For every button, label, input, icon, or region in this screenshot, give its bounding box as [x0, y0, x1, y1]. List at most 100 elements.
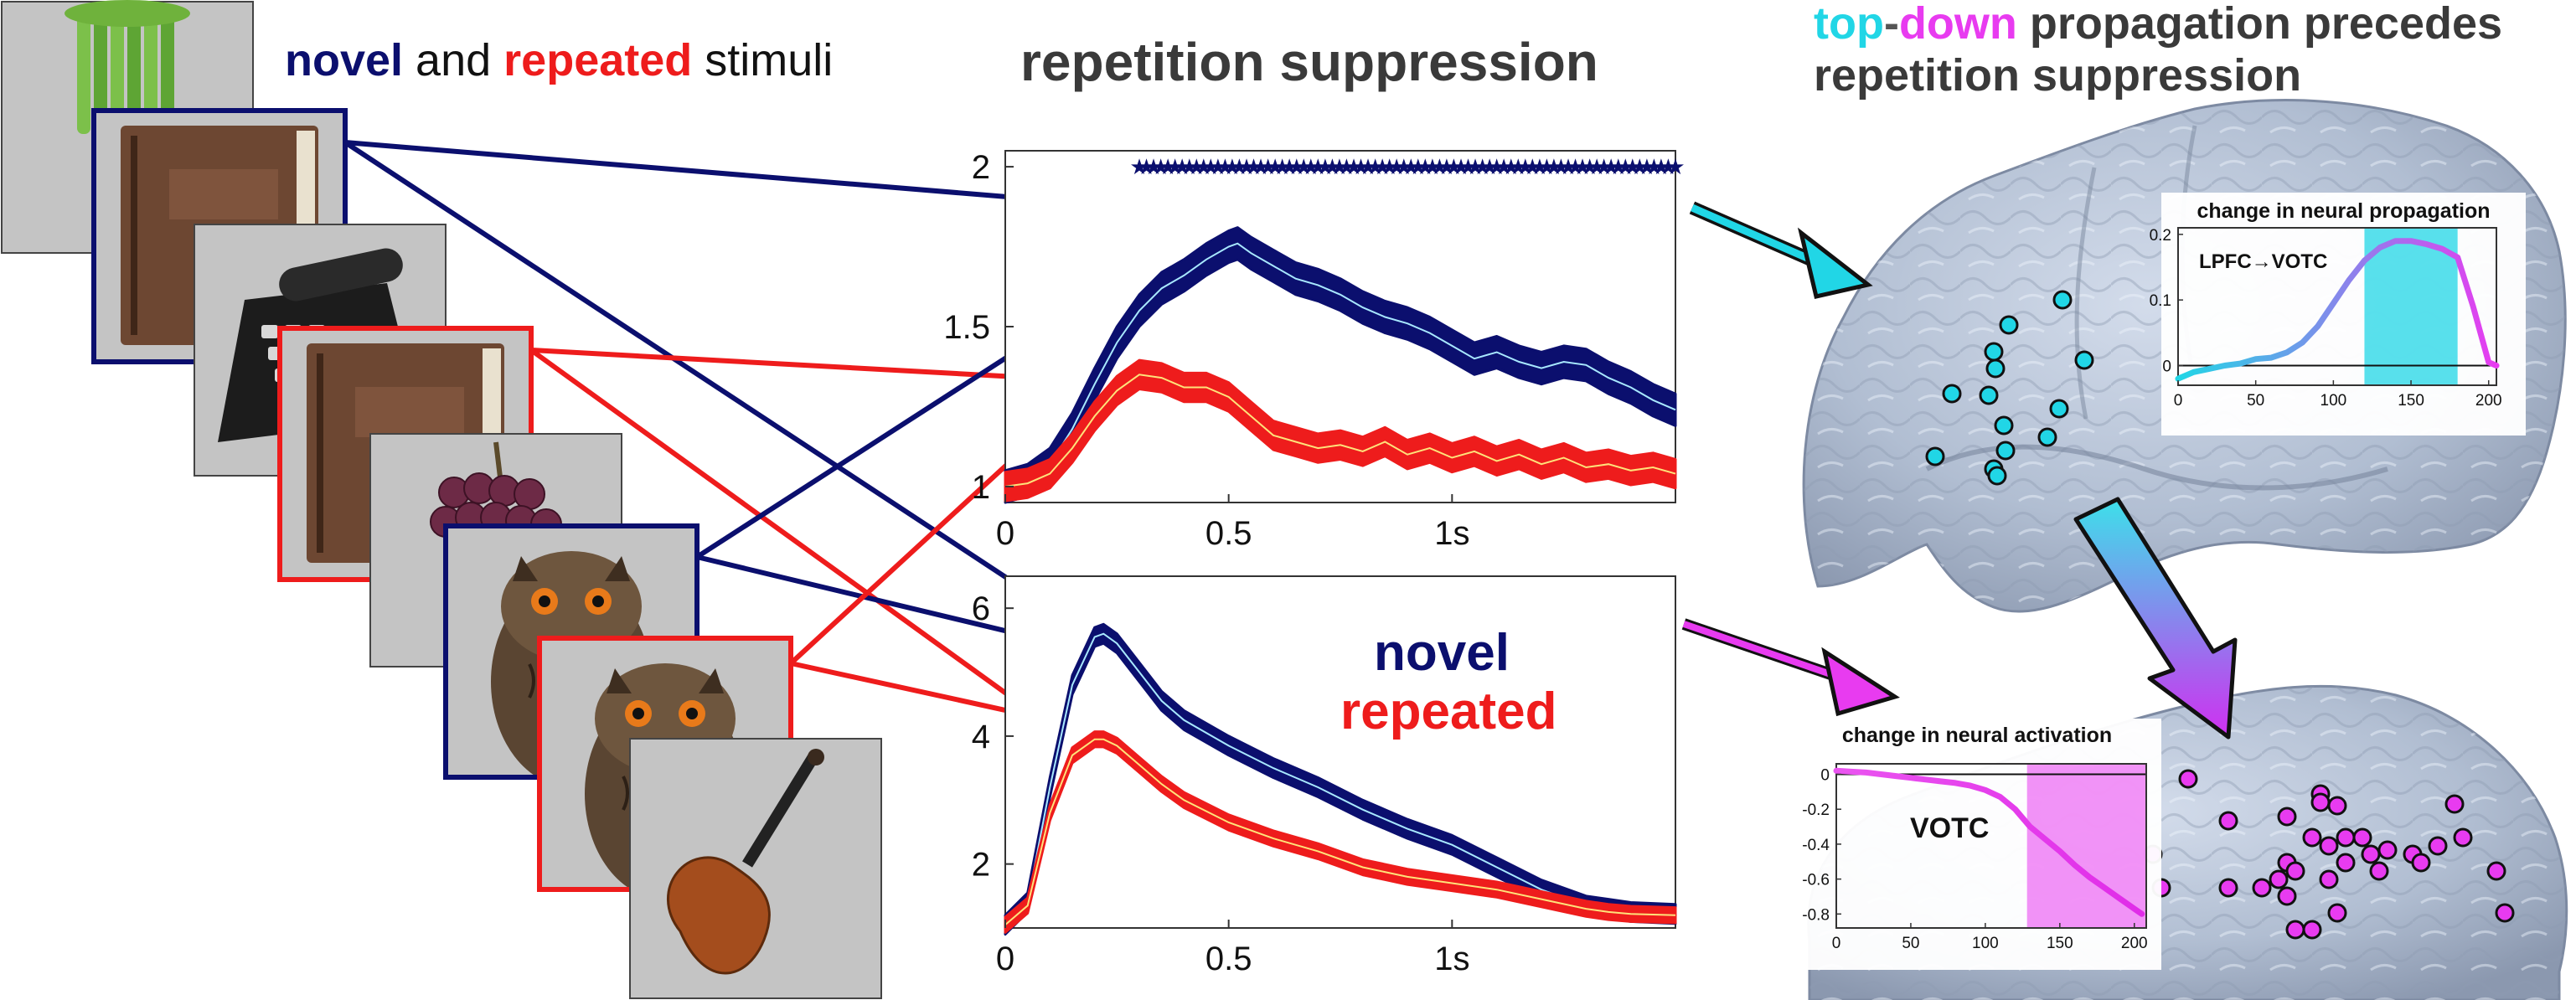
significance-star: ★: [1201, 155, 1221, 180]
phone-key: [261, 325, 278, 338]
book-spine: [317, 353, 323, 553]
significance-star: ★: [1408, 155, 1427, 180]
significance-star: ★: [1216, 155, 1235, 180]
significance-star: ★: [1544, 155, 1563, 180]
significance-star: ★: [1309, 155, 1328, 180]
stimuli-title-repeated: repeated: [503, 35, 692, 85]
book-label: [355, 387, 464, 437]
inset-title: change in neural activation: [1842, 724, 2112, 747]
significance-star: ★: [1265, 155, 1284, 180]
celery-stalk: [144, 8, 157, 134]
td-title-line1: top-down propagation precedes: [1814, 0, 2502, 49]
inset-y-tick-label: 0: [1820, 767, 1830, 785]
x-tick-label: 0.5: [1205, 941, 1252, 977]
owl-pupil: [592, 595, 604, 607]
electrode-votc: [2269, 869, 2289, 889]
inset-y-tick-label: -0.4: [1802, 837, 1830, 854]
significance-star: ★: [1487, 155, 1506, 180]
electrode-lpfc: [1985, 358, 2006, 379]
electrode-votc: [2285, 861, 2305, 881]
electrode-lpfc: [1984, 342, 2004, 362]
inset-x-tick-label: 150: [2047, 935, 2073, 952]
inset-x-tick-label: 50: [2247, 392, 2264, 410]
stimuli-title: novel and repeated stimuli: [285, 35, 833, 85]
inset-x-tick-label: 100: [1972, 935, 1999, 952]
significance-star: ★: [1422, 155, 1442, 180]
significance-star: ★: [1566, 155, 1585, 180]
electrode-votc: [2310, 792, 2331, 812]
arrow-lpfc-to-votc: [2073, 497, 2238, 740]
electrode-votc: [2178, 769, 2198, 789]
significance-star: ★: [1530, 155, 1549, 180]
significance-star: ★: [1151, 155, 1170, 180]
significance-star: ★: [1523, 155, 1542, 180]
electrode-lpfc: [1925, 446, 1945, 466]
violin-neck: [742, 752, 819, 868]
significance-star: ★: [1380, 155, 1399, 180]
electrode-votc: [2319, 836, 2339, 856]
electrode-votc: [2327, 796, 2347, 816]
electrode-lpfc: [1979, 385, 1999, 405]
inset-curve: [2175, 238, 2500, 382]
celery-stalk: [111, 8, 124, 134]
inset-x-tick-label: 0: [1832, 935, 1841, 952]
significance-star: ★: [1230, 155, 1249, 180]
inset-y-tick-label: -0.2: [1802, 802, 1830, 819]
significance-star: ★: [1208, 155, 1227, 180]
y-tick-label: 6: [972, 590, 990, 627]
legend-repeated: repeated: [1340, 683, 1556, 740]
significance-star: ★: [1402, 155, 1421, 180]
book-spine: [131, 136, 137, 335]
owl-ear-tufts: [513, 556, 630, 581]
electrode-votc: [2277, 807, 2297, 827]
x-tick-label: 0: [996, 515, 1014, 552]
electrode-votc: [2319, 869, 2339, 889]
significance-star: ★: [1137, 155, 1156, 180]
significance-star: ★: [1365, 155, 1385, 180]
significance-star: ★: [1608, 155, 1628, 180]
significance-star: ★: [1558, 155, 1577, 180]
significance-star: ★: [1258, 155, 1278, 180]
stimuli-title-novel: novel: [285, 35, 403, 85]
electrode-lpfc: [2074, 350, 2094, 370]
td-title-dash: -: [1884, 0, 1899, 49]
significance-star: ★: [1623, 155, 1642, 180]
td-title-line2: repetition suppression: [1814, 50, 2301, 101]
significance-star: ★: [1473, 155, 1492, 180]
x-tick-label: 0.5: [1205, 515, 1252, 552]
inset-x-tick-label: 100: [2320, 392, 2347, 410]
significance-star: ★: [1659, 155, 1678, 180]
significance-star: ★: [1165, 155, 1185, 180]
significance-star: ★: [1537, 155, 1556, 180]
inset-frame: [1835, 763, 2147, 929]
significance-star: ★: [1387, 155, 1407, 180]
electrode-votc: [2453, 827, 2473, 848]
significance-star: ★: [1587, 155, 1606, 180]
electrode-votc: [2444, 794, 2465, 814]
activation-inset: change in neural activation 0 50 100 150 200 0…: [1793, 719, 2161, 970]
significance-star: ★: [1594, 155, 1613, 180]
owl-pupil: [632, 708, 644, 719]
stimulus-card-violin: [629, 738, 882, 999]
grape: [514, 478, 545, 510]
owl-feather-stripe: [528, 663, 535, 698]
series-band-novel: [1004, 226, 1677, 504]
significance-star: ★: [1173, 155, 1192, 180]
electrode-votc: [2428, 836, 2448, 856]
significance-star: ★: [1143, 155, 1163, 180]
electrode-votc: [2411, 853, 2431, 873]
td-title-down: down: [1899, 0, 2017, 49]
lpfc-electrodes: [1925, 290, 2094, 486]
significance-star: ★: [1551, 155, 1571, 180]
y-tick-label: 1.5: [943, 309, 990, 346]
electrode-votc: [2336, 853, 2356, 873]
electrode-votc: [2377, 840, 2398, 860]
electrode-votc: [2285, 920, 2305, 940]
electrode-votc: [2327, 903, 2347, 923]
inset-y-tick-label: 0: [2162, 358, 2171, 376]
significance-star: ★: [1501, 155, 1520, 180]
electrode-lpfc: [2049, 399, 2069, 419]
significance-star: ★: [1651, 155, 1670, 180]
